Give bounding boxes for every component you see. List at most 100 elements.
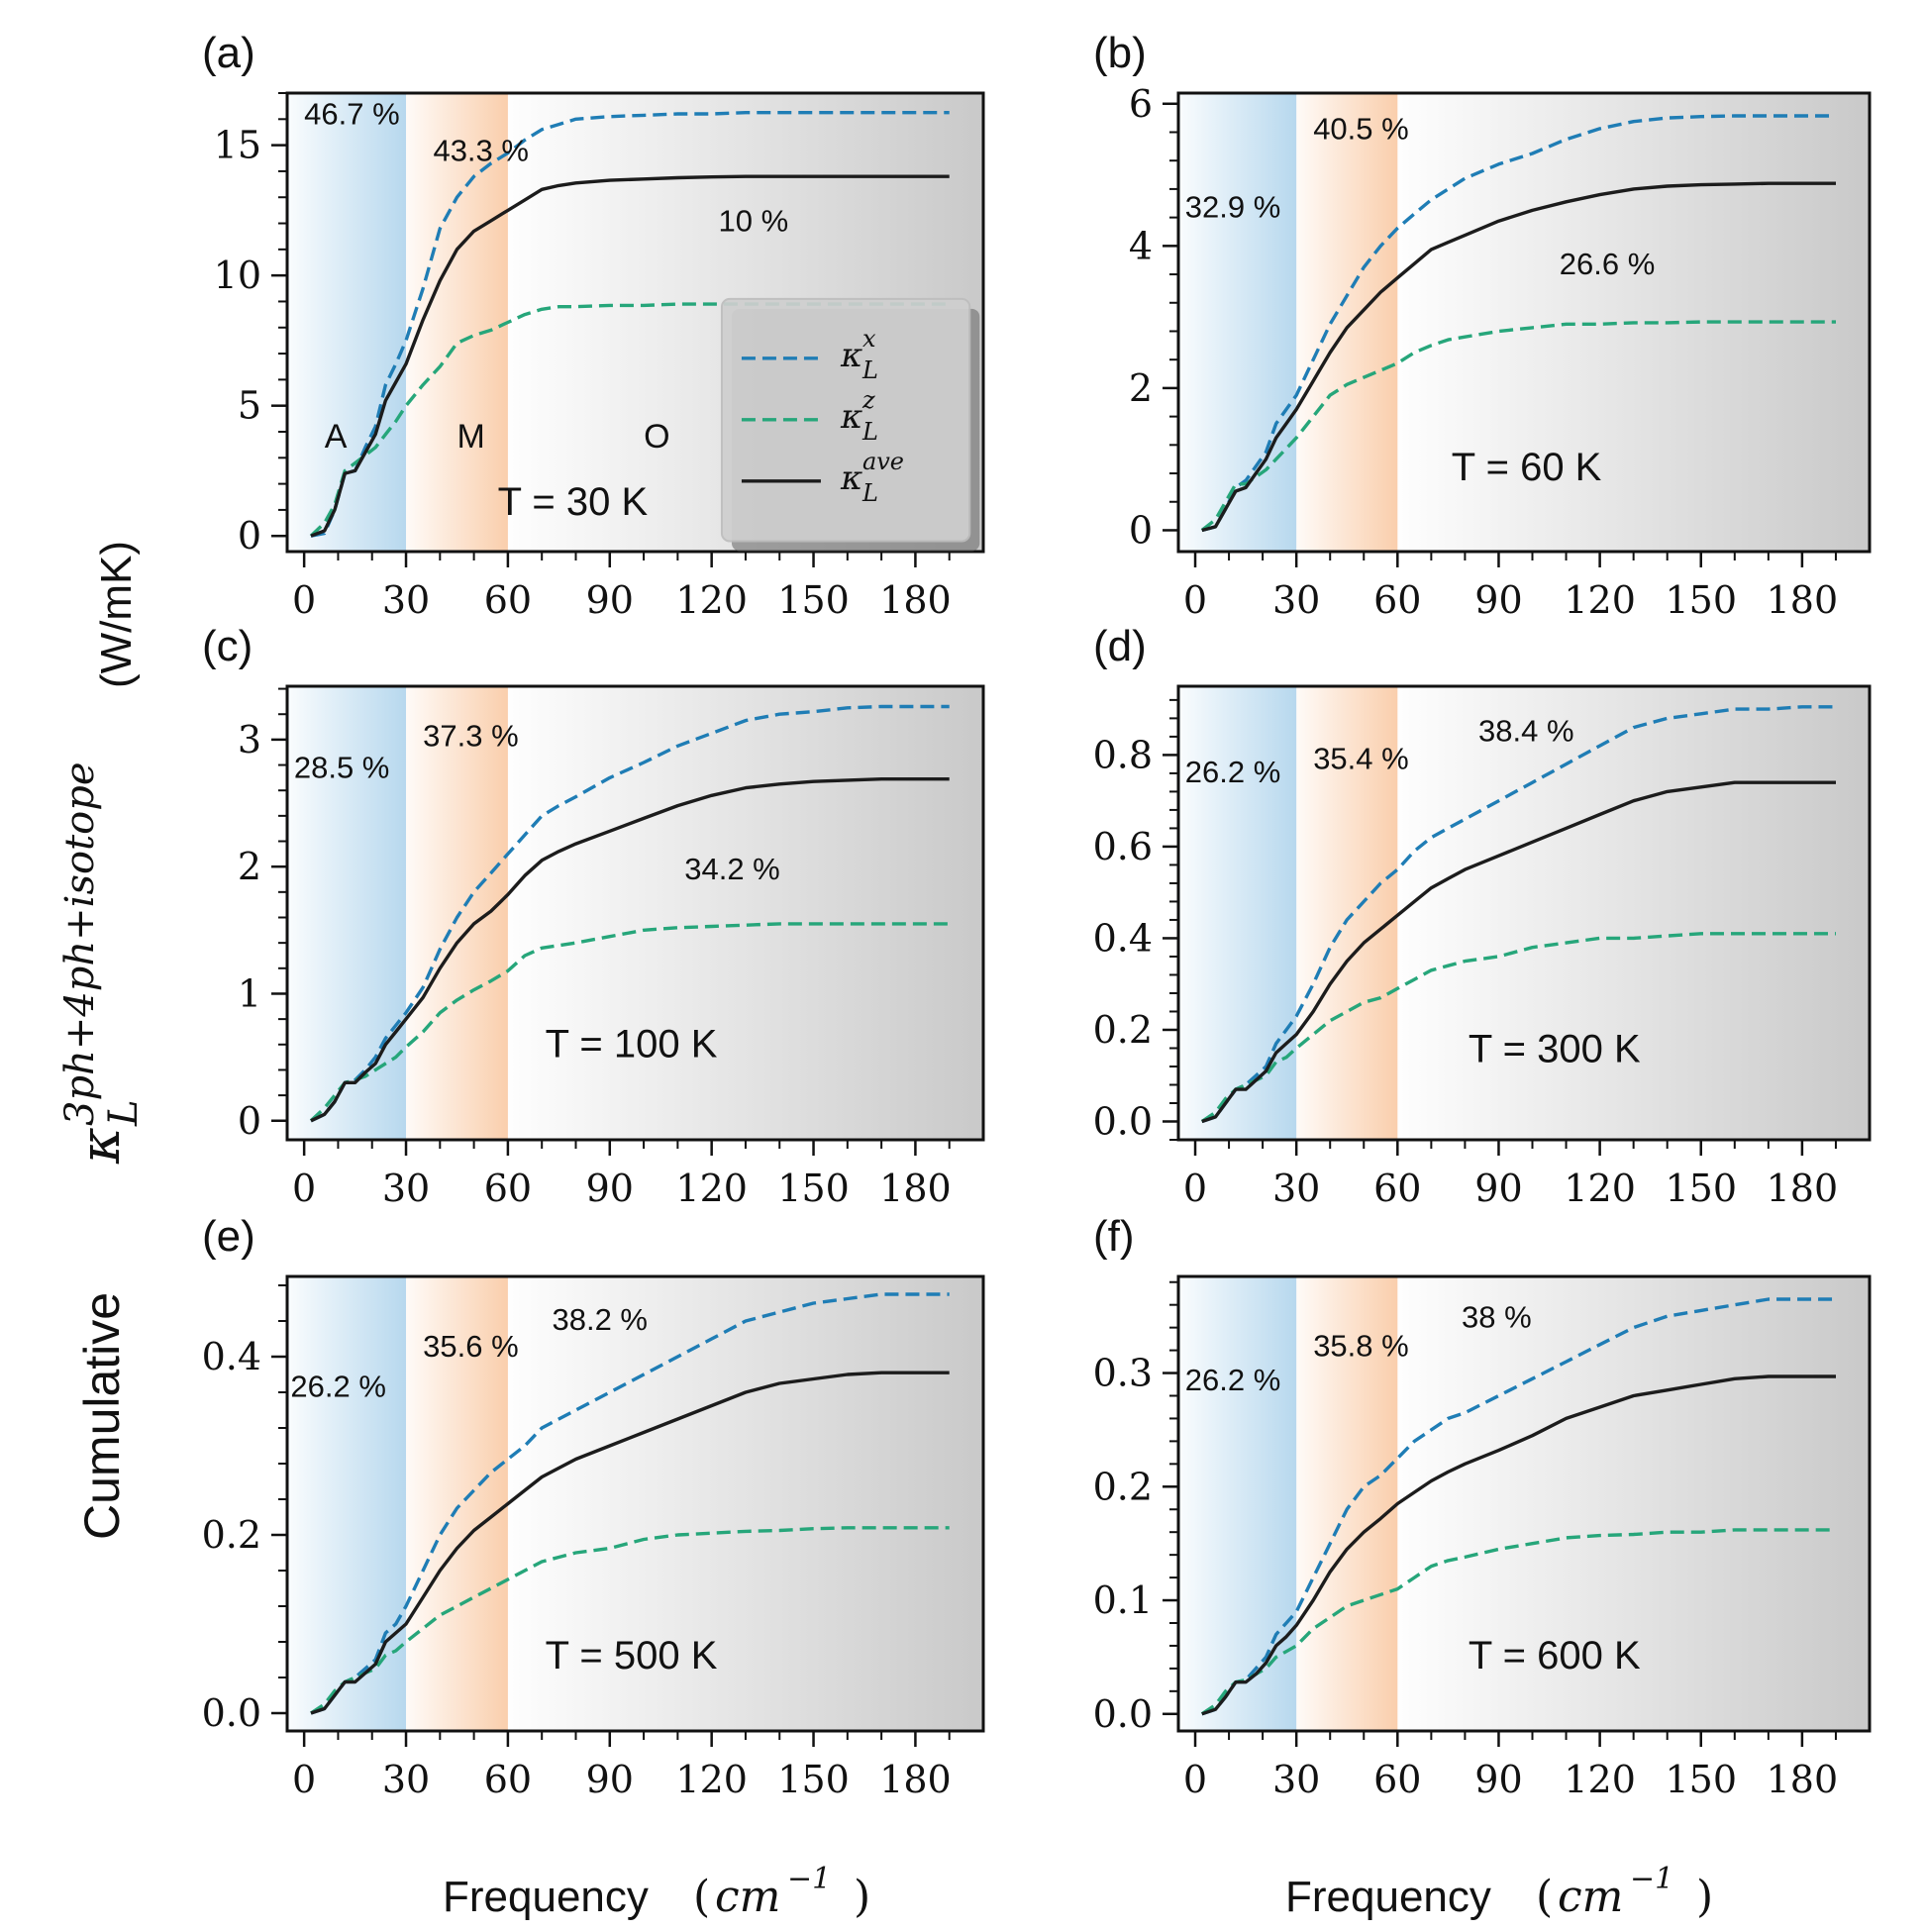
panel-label: (b) [1093, 29, 1147, 77]
y-tick-label: 0.0 [1093, 1692, 1153, 1736]
percentage-label: 35.4 % [1313, 741, 1409, 775]
y-tick-label: 5 [238, 384, 261, 428]
xlabel-left: Frequency ( cm −1 ) [443, 1862, 870, 1922]
xlabel-text: Frequency [443, 1873, 649, 1921]
x-tick-label: 150 [1665, 578, 1737, 622]
percentage-label: 34.2 % [684, 852, 780, 886]
ylabel-sup: 3ph+4ph+isotope [57, 763, 103, 1127]
ylabel-unit: (W/mK) [92, 541, 141, 688]
x-tick-label: 120 [1564, 1167, 1636, 1210]
percentage-label: 26.2 % [290, 1370, 386, 1404]
series-kave [310, 777, 950, 1123]
x-tick-label: 60 [1373, 578, 1421, 622]
percentage-label: 40.5 % [1313, 112, 1409, 147]
percentage-label: 38.4 % [1478, 714, 1574, 749]
y-tick-label: 0.2 [1093, 1008, 1153, 1052]
panel-b: 0 30 60 90 120 150 180 0 2 4 6 (b) 32.9 % 40.5 % 26.6 … [1093, 29, 1872, 622]
temperature-label: T = 100 K [546, 1023, 718, 1067]
temperature-label: T = 500 K [546, 1634, 718, 1678]
legend-label-kave: κ [840, 458, 862, 498]
ylabel-kappa: κ [68, 1127, 133, 1165]
x-tick-label: 30 [382, 578, 430, 622]
y-tick-label: 0 [238, 514, 261, 558]
axes-frame [285, 684, 985, 1142]
percentage-label: 28.5 % [294, 750, 390, 784]
x-tick-label: 150 [1665, 1758, 1737, 1801]
region-optical [1397, 686, 1870, 1140]
x-tick-label: 150 [1665, 1167, 1737, 1210]
series-kz [309, 922, 950, 1123]
region-optical [507, 686, 983, 1140]
x-tick-label: 120 [1564, 578, 1636, 622]
xlabel-exp: −1 [787, 1862, 831, 1896]
x-tick-label: 60 [484, 1167, 532, 1210]
xlabel-close: ) [1696, 1872, 1713, 1922]
series-kave [1201, 181, 1836, 533]
legend-sub: L [861, 356, 878, 384]
xlabel-open: ( [693, 1872, 710, 1922]
series-kave [310, 1371, 950, 1715]
global-y-label-unit: (W/mK) [92, 541, 141, 688]
region-optical [1397, 1276, 1870, 1731]
x-tick-label: 120 [675, 1758, 748, 1801]
x-tick-label: 60 [1373, 1167, 1421, 1210]
x-tick-label: 60 [1373, 1758, 1421, 1801]
y-tick-label: 0.0 [202, 1691, 261, 1735]
percentage-label: 38 % [1462, 1300, 1532, 1335]
x-tick-label: 180 [879, 1167, 952, 1210]
series-kx [1201, 114, 1836, 533]
global-y-label: Cumulative​ [74, 1292, 130, 1540]
panel-label: (d) [1093, 622, 1147, 670]
region-mid [1296, 1276, 1398, 1731]
x-tick-label: 120 [675, 578, 748, 622]
xlabel-unit: cm [1558, 1872, 1623, 1922]
x-tick-label: 30 [1272, 1167, 1320, 1210]
xlabel-text: Frequency [1285, 1873, 1491, 1921]
region-label: A [325, 418, 348, 456]
region-acoustic [1178, 1276, 1297, 1731]
temperature-label: T = 600 K [1469, 1634, 1641, 1678]
x-tick-label: 0 [1183, 578, 1207, 622]
axes-frame [285, 91, 985, 554]
region-acoustic [287, 1276, 407, 1731]
y-tick-label: 0.1 [1093, 1578, 1153, 1622]
percentage-label: 26.6 % [1560, 247, 1656, 281]
series-group [309, 704, 950, 1123]
x-tick-label: 90 [1474, 1167, 1522, 1210]
series-kx [310, 704, 950, 1123]
percentage-label: 35.8 % [1313, 1328, 1409, 1363]
y-tick-label: 10 [214, 254, 261, 297]
series-group [1200, 114, 1836, 533]
series-group [310, 1292, 950, 1715]
x-tick-label: 0 [292, 1167, 316, 1210]
x-tick-label: 60 [484, 578, 532, 622]
series-group [1200, 1297, 1836, 1716]
x-tick-label: 120 [675, 1167, 748, 1210]
xlabel-close: ) [854, 1872, 870, 1922]
region-acoustic [1178, 93, 1297, 552]
region-label: M [456, 418, 484, 456]
legend-sup: x [862, 325, 876, 353]
panel-label: (f) [1093, 1212, 1135, 1261]
y-tick-label: 4 [1129, 224, 1153, 267]
percentage-label: 35.6 % [423, 1329, 519, 1364]
x-tick-label: 0 [1183, 1758, 1207, 1801]
y-tick-label: 0.6 [1093, 825, 1153, 868]
x-tick-label: 30 [382, 1758, 430, 1801]
panel-label: (a) [202, 29, 255, 77]
region-mid [1296, 93, 1398, 552]
x-tick-label: 30 [382, 1167, 430, 1210]
x-tick-label: 180 [879, 1758, 952, 1801]
series-kx [310, 110, 950, 538]
series-kz [309, 302, 950, 538]
x-tick-label: 0 [292, 1758, 316, 1801]
series-kx [1201, 705, 1836, 1124]
x-tick-label: 180 [879, 578, 952, 622]
y-tick-label: 0.2 [1093, 1465, 1153, 1508]
y-tick-label: 0.2 [202, 1513, 261, 1557]
y-tick-label: 0.4 [202, 1335, 261, 1378]
y-tick-label: 0.0 [1093, 1099, 1153, 1143]
